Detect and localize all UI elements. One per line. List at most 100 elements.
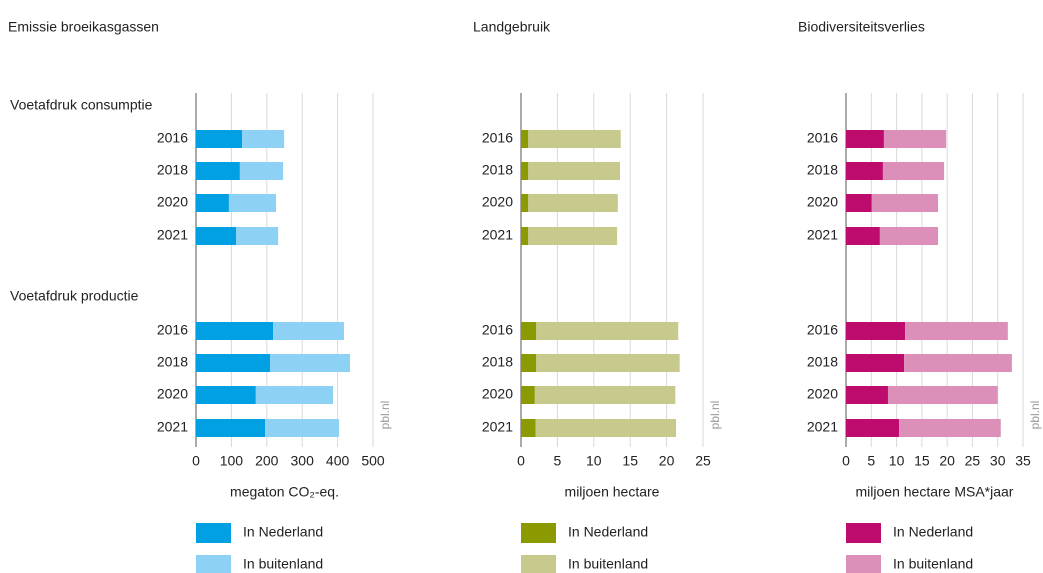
y-tick-label: 2018 (157, 354, 188, 370)
x-tick-label: 0 (842, 453, 850, 469)
legend-label: In Nederland (893, 524, 973, 540)
bar (236, 227, 279, 245)
y-tick-label: 2020 (482, 386, 513, 402)
bar (521, 354, 537, 372)
y-tick-label: 2018 (157, 162, 188, 178)
bar (196, 162, 240, 180)
y-tick-label: 2018 (482, 354, 513, 370)
bar (521, 322, 537, 340)
x-tick-label: 400 (326, 453, 350, 469)
bar (846, 130, 884, 148)
group-label: Voetafdruk consumptie (10, 97, 153, 113)
bar (239, 162, 284, 180)
y-tick-label: 2020 (157, 386, 188, 402)
x-tick-label: 10 (889, 453, 905, 469)
y-tick-label: 2020 (807, 194, 838, 210)
chart-title: Landgebruik (473, 19, 551, 35)
chart-title: Biodiversiteitsverlies (798, 19, 925, 35)
x-tick-label: 30 (990, 453, 1006, 469)
bar (879, 227, 939, 245)
bar (196, 227, 237, 245)
y-tick-label: 2018 (807, 354, 838, 370)
bar (265, 419, 340, 437)
bar (846, 419, 900, 437)
bar (196, 419, 266, 437)
y-tick-label: 2016 (482, 130, 513, 146)
bar (528, 162, 621, 180)
bar (536, 322, 679, 340)
group-label: Voetafdruk productie (10, 288, 139, 304)
bar (846, 386, 888, 404)
legend-swatch (196, 523, 231, 543)
bar (521, 194, 529, 212)
x-tick-label: 20 (939, 453, 955, 469)
y-tick-label: 2018 (482, 162, 513, 178)
legend-label: In buitenland (243, 556, 323, 572)
bar (871, 194, 939, 212)
bar (269, 354, 350, 372)
x-tick-label: 15 (914, 453, 930, 469)
bar (905, 322, 1008, 340)
bar (904, 354, 1012, 372)
bar (521, 386, 535, 404)
y-tick-label: 2016 (157, 130, 188, 146)
legend-swatch (846, 555, 881, 573)
bar (255, 386, 333, 404)
legend-swatch (196, 555, 231, 573)
legend-label: In Nederland (568, 524, 648, 540)
bar (887, 386, 998, 404)
bar (882, 162, 945, 180)
x-axis-label: miljoen hectare (565, 484, 660, 500)
watermark: pbl.nl (378, 401, 392, 430)
bar (528, 194, 618, 212)
y-tick-label: 2021 (157, 419, 188, 435)
y-tick-label: 2021 (807, 227, 838, 243)
x-tick-label: 0 (517, 453, 525, 469)
bar (196, 386, 256, 404)
y-tick-label: 2021 (482, 227, 513, 243)
x-axis-label: miljoen hectare MSA*jaar (856, 484, 1014, 500)
x-tick-label: 5 (554, 453, 562, 469)
x-tick-label: 25 (965, 453, 981, 469)
x-tick-label: 35 (1015, 453, 1031, 469)
bar (899, 419, 1001, 437)
bar (528, 130, 621, 148)
y-tick-label: 2021 (157, 227, 188, 243)
legend-swatch (521, 555, 556, 573)
x-tick-label: 20 (659, 453, 675, 469)
bar (846, 354, 905, 372)
legend-label: In buitenland (893, 556, 973, 572)
x-axis-label: megaton CO₂-eq. (230, 484, 339, 500)
watermark: pbl.nl (708, 401, 722, 430)
bar (196, 194, 229, 212)
y-tick-label: 2021 (482, 419, 513, 435)
x-tick-label: 200 (255, 453, 279, 469)
x-tick-label: 15 (622, 453, 638, 469)
bar (528, 227, 618, 245)
y-tick-label: 2016 (807, 130, 838, 146)
y-tick-label: 2018 (807, 162, 838, 178)
x-tick-label: 10 (586, 453, 602, 469)
watermark: pbl.nl (1028, 401, 1042, 430)
x-tick-label: 0 (192, 453, 200, 469)
x-tick-label: 300 (291, 453, 315, 469)
bar (846, 162, 883, 180)
bar (883, 130, 947, 148)
y-tick-label: 2020 (482, 194, 513, 210)
legend-swatch (846, 523, 881, 543)
legend-label: In buitenland (568, 556, 648, 572)
bar (846, 227, 880, 245)
legend-swatch (521, 523, 556, 543)
y-tick-label: 2016 (807, 322, 838, 338)
bar (228, 194, 277, 212)
bar (534, 386, 676, 404)
y-tick-label: 2016 (482, 322, 513, 338)
bar (521, 162, 529, 180)
x-tick-label: 100 (220, 453, 244, 469)
x-tick-label: 5 (867, 453, 875, 469)
bar (273, 322, 344, 340)
bar (196, 322, 274, 340)
bar (196, 130, 243, 148)
bar (846, 194, 872, 212)
